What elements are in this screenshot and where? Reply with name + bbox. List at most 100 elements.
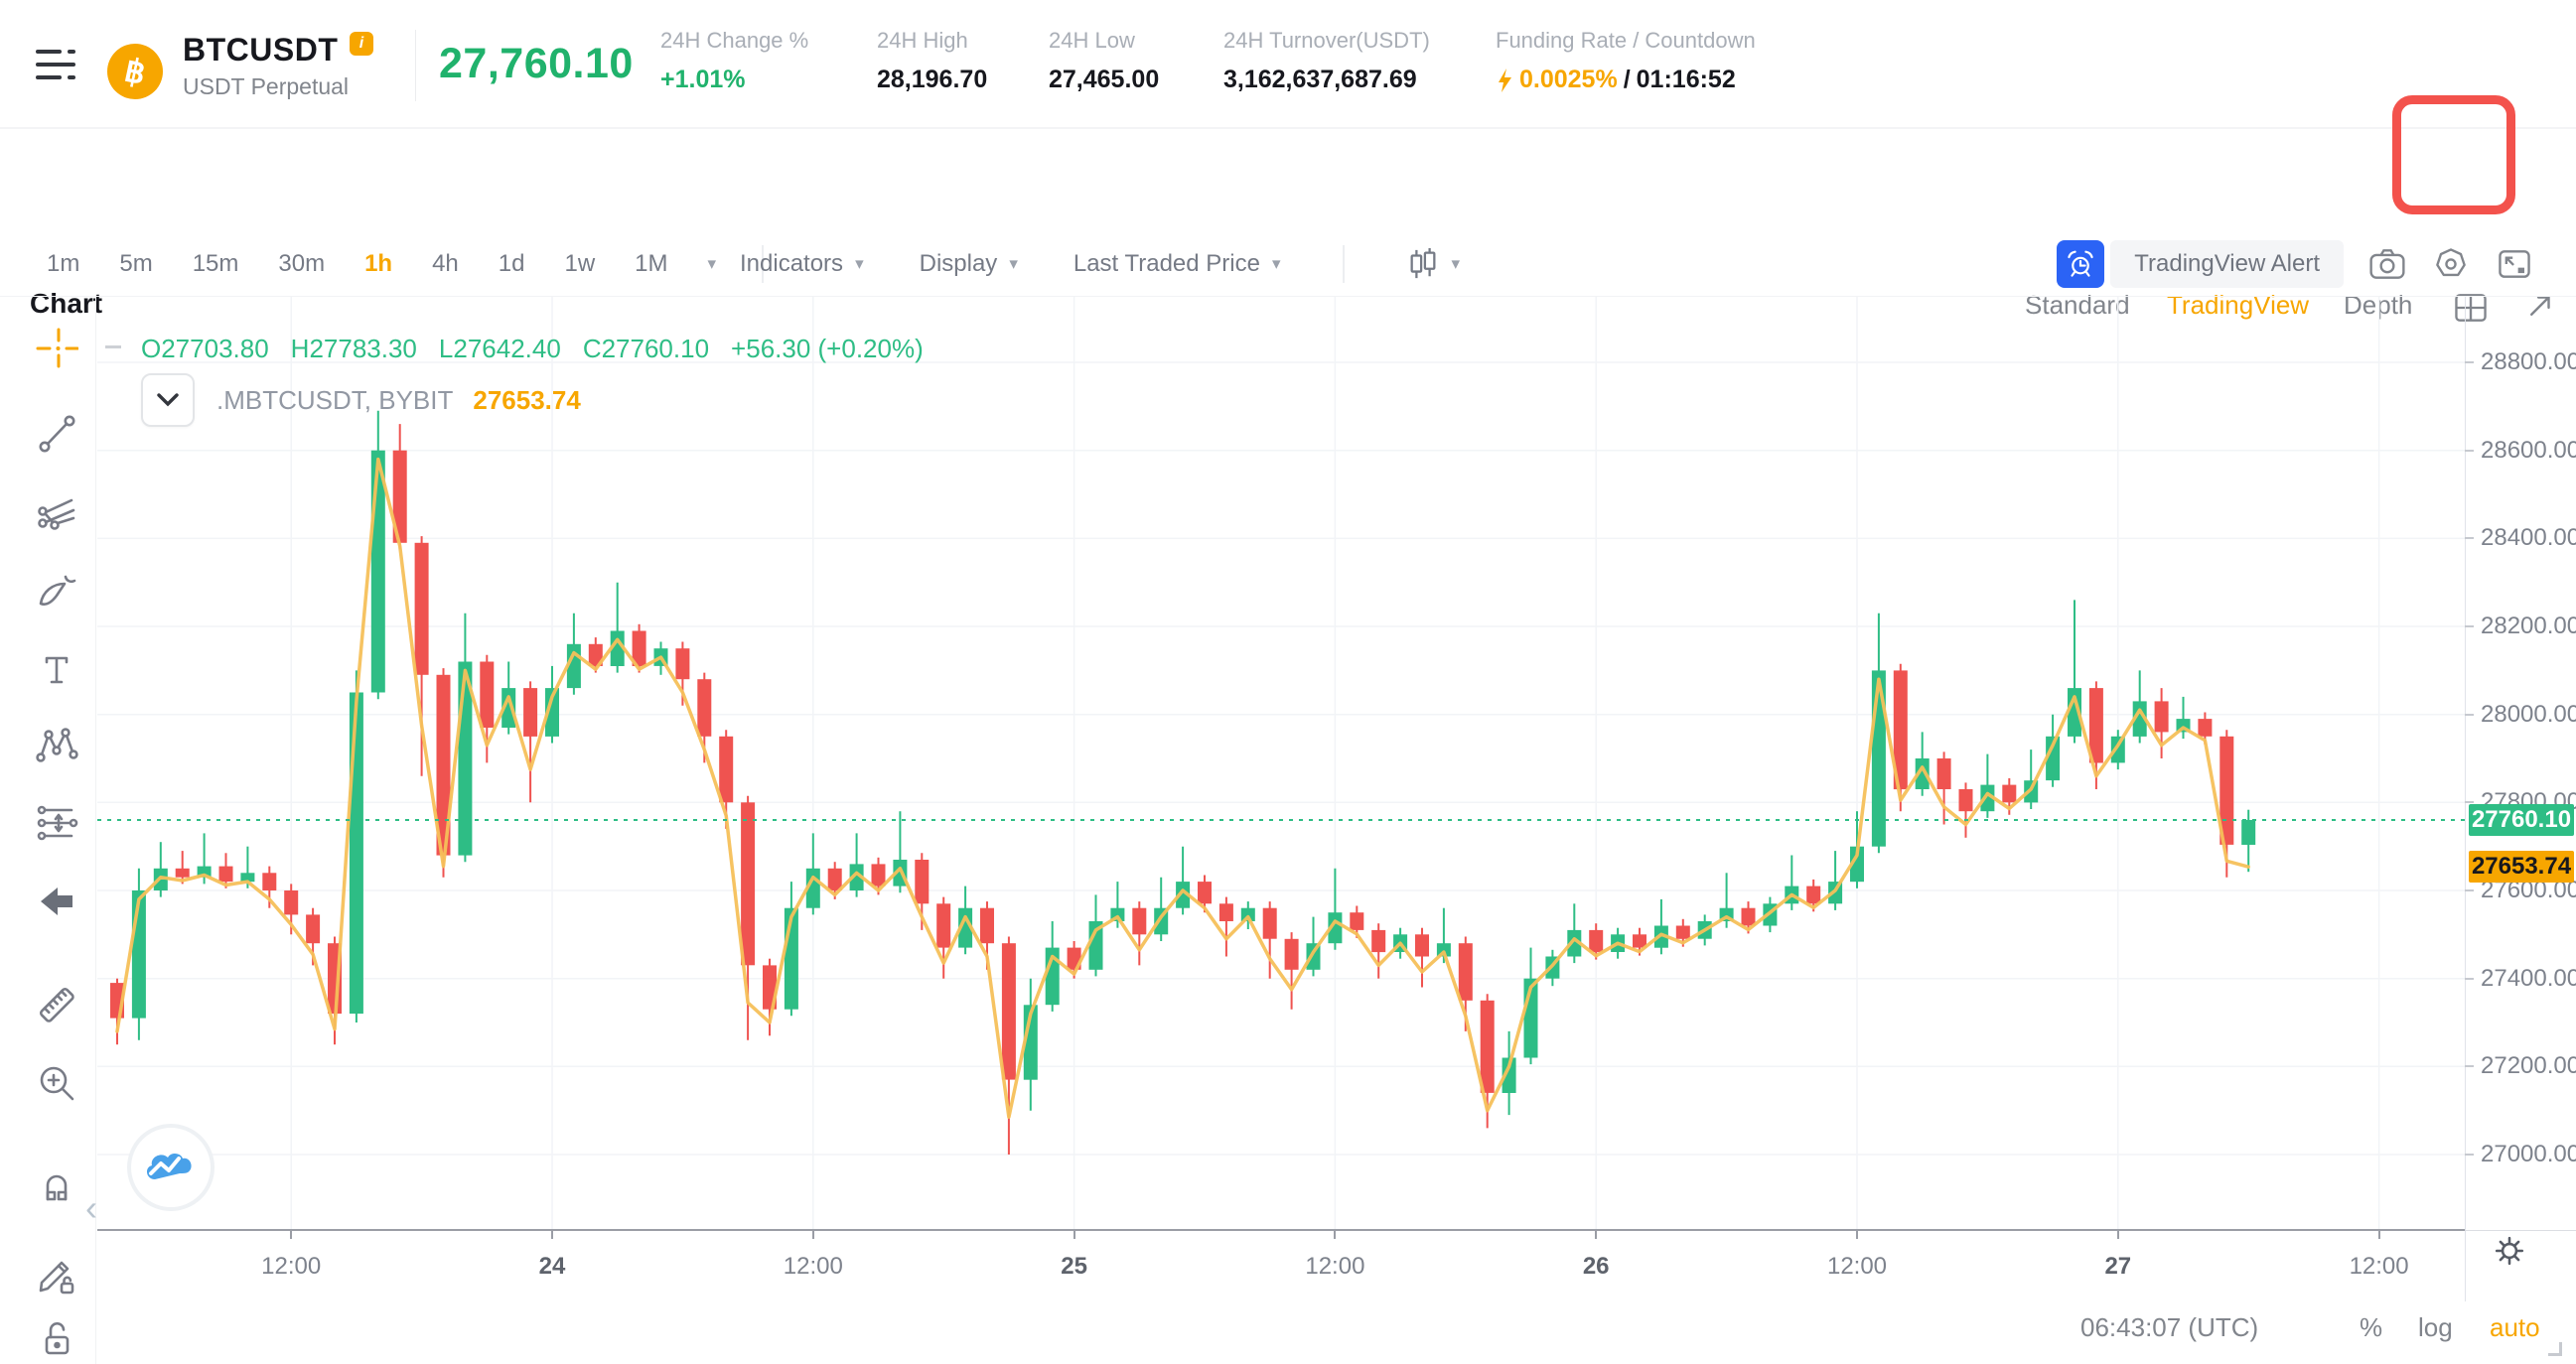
axis-settings-gear-icon[interactable] [2494, 1235, 2525, 1267]
timeframe-15m[interactable]: 15m [192, 250, 239, 277]
alert-label: TradingView Alert [2110, 240, 2344, 288]
price-tick [2465, 1153, 2474, 1156]
price-tick [2465, 889, 2474, 891]
stat-24h-low: 24H Low 27,465.00 [1049, 28, 1160, 93]
zoom-in-tool-icon[interactable] [35, 1061, 78, 1105]
divider [0, 296, 2576, 297]
index-price-badge: 27653.74 [2469, 851, 2574, 884]
header: ฿ BTCUSDT i USDT Perpetual 27,760.10 24H… [0, 0, 2576, 129]
info-icon[interactable]: i [350, 32, 373, 56]
time-tick [551, 1229, 553, 1239]
expand-icon[interactable] [2520, 288, 2558, 326]
menu-last-traded-price[interactable]: Last Traded Price ▾ [1073, 250, 1281, 277]
resize-corner [2548, 1342, 2562, 1356]
draw-lock-tool-icon[interactable] [35, 1253, 78, 1296]
tab-tradingview[interactable]: TradingView [2167, 290, 2310, 320]
trend-line-tool-icon[interactable] [35, 412, 78, 456]
index-price-line [115, 457, 2250, 1120]
timeframe-1d[interactable]: 1d [498, 250, 525, 277]
price-tick-label: 28000.00 [2481, 700, 2576, 728]
time-tick-label: 27 [2104, 1253, 2132, 1280]
symbol-name[interactable]: BTCUSDT [183, 32, 339, 68]
timeframe-5m[interactable]: 5m [119, 250, 153, 277]
toolbar-right: TradingView Alert [2057, 236, 2534, 292]
candle-style-selector[interactable]: ▾ [1406, 246, 1460, 282]
back-arrow-tool-icon[interactable] [35, 880, 78, 923]
pitchfork-tool-icon[interactable] [35, 491, 78, 535]
menu-icon[interactable] [36, 48, 77, 83]
timeframe-1m[interactable]: 1m [47, 250, 80, 277]
timeframe-30m[interactable]: 30m [278, 250, 326, 277]
timeframe-4h[interactable]: 4h [432, 250, 459, 277]
tradingview-alert-button[interactable]: TradingView Alert [2057, 240, 2344, 288]
grid-layout-button[interactable] [2451, 288, 2491, 328]
divider [1342, 245, 1345, 283]
time-tick-label: 12:00 [1305, 1253, 1365, 1280]
menu-display[interactable]: Display ▾ [919, 250, 1018, 277]
magnet-tool-icon[interactable] [35, 1165, 78, 1209]
divider [95, 297, 96, 1364]
funding-stat: Funding Rate / Countdown 0.0025% / 01:16… [1496, 28, 1756, 94]
time-tick-label: 12:00 [261, 1253, 322, 1280]
time-tick [2377, 1229, 2380, 1239]
time-tick [811, 1229, 814, 1239]
xabcd-pattern-tool-icon[interactable] [35, 724, 78, 767]
funding-label: Funding Rate / Countdown [1496, 28, 1756, 53]
text-tool-icon[interactable] [35, 647, 78, 691]
price-tick [2465, 625, 2474, 628]
camera-icon[interactable] [2367, 244, 2407, 284]
stat-24h-high: 24H High 28,196.70 [877, 28, 988, 93]
funding-countdown: 01:16:52 [1636, 66, 1736, 93]
contract-type: USDT Perpetual [183, 73, 350, 99]
series-dropdown-button[interactable] [141, 373, 195, 427]
bitcoin-icon: ฿ [107, 44, 163, 99]
brush-tool-icon[interactable] [35, 570, 78, 614]
collapse-toolbar-icon[interactable]: ‹ [85, 1187, 97, 1228]
fullscreen-icon[interactable] [2495, 244, 2534, 284]
candles [110, 410, 2256, 1155]
price-tick [2465, 361, 2474, 364]
chart-toolbar: 1m 5m 15m 30m 1h 4h 1d 1w 1M ▾ Indicators ▾ Display… [0, 236, 2576, 296]
divider [762, 245, 765, 283]
auto-scale-button[interactable]: auto [2490, 1312, 2540, 1342]
price-tick-label: 27200.00 [2481, 1052, 2576, 1080]
time-axis[interactable] [97, 1229, 2465, 1231]
price-tick-label: 27000.00 [2481, 1140, 2576, 1167]
time-tick-label: 24 [538, 1253, 566, 1280]
price-tick-label: 28600.00 [2481, 436, 2576, 464]
funding-rate: 0.0025% [1519, 66, 1618, 93]
chart-provider-logo [127, 1124, 215, 1211]
crosshair-tool-icon[interactable] [35, 326, 79, 369]
time-tick [2116, 1229, 2119, 1239]
timeframe-1w[interactable]: 1w [564, 250, 596, 277]
ruler-tool-icon[interactable] [35, 983, 78, 1026]
time-tick-label: 12:00 [2349, 1253, 2409, 1280]
alarm-clock-icon [2057, 240, 2105, 288]
timeframe-1h[interactable]: 1h [364, 250, 393, 277]
percent-scale-button[interactable]: % [2360, 1312, 2383, 1342]
lock-tool-icon[interactable] [35, 1316, 78, 1360]
price-axis[interactable] [2465, 297, 2466, 1301]
last-price: 27,760.10 [439, 40, 634, 87]
lightning-icon [1499, 68, 1511, 92]
toolbar-menus: Indicators ▾ Display ▾ Last Traded Price ▾ ▾ [740, 236, 1460, 292]
time-tick [1334, 1229, 1337, 1239]
price-tick [2465, 449, 2474, 452]
ohlc-change: +56.30 (+0.20%) [731, 334, 924, 363]
price-tick-label: 27400.00 [2481, 964, 2576, 992]
timeframe-1M[interactable]: 1M [635, 250, 668, 277]
tab-standard[interactable]: Standard [2025, 290, 2130, 320]
time-tick-label: 25 [1061, 1253, 1087, 1280]
price-tick-label: 28200.00 [2481, 613, 2576, 640]
timeframe-more-caret[interactable]: ▾ [707, 254, 717, 273]
price-tick [2465, 977, 2474, 980]
forecast-position-tool-icon[interactable] [35, 801, 78, 845]
log-scale-button[interactable]: log [2418, 1312, 2453, 1342]
tab-depth[interactable]: Depth [2344, 290, 2413, 320]
price-tick [2465, 713, 2474, 716]
menu-indicators[interactable]: Indicators ▾ [740, 250, 864, 277]
ohlc-close: C27760.10 [582, 334, 710, 363]
chart-settings-icon[interactable] [2431, 244, 2471, 284]
